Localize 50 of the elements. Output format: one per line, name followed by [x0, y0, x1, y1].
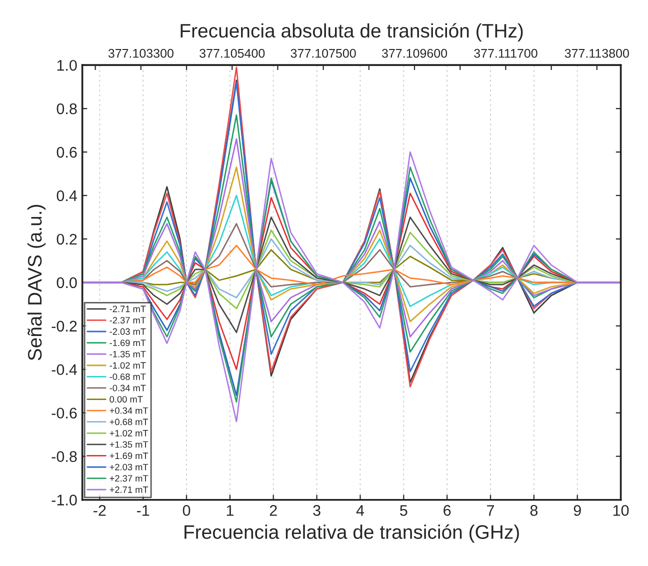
y-axis-title: Señal DAVS (a.u.) [27, 204, 46, 360]
legend-label: +1.69 mT [110, 452, 148, 460]
y-tick-label: -0.8 [52, 451, 77, 462]
y-tick-label: 0.4 [56, 190, 77, 202]
y-tick-label: 0.0 [56, 277, 77, 288]
y-tick-label: -0.4 [52, 364, 77, 376]
y-tick-label: 1.0 [57, 60, 77, 71]
x-tick-label: 7 [487, 505, 494, 516]
y-tick-label: -0.6 [52, 408, 77, 419]
x-tick-label: 10 [613, 505, 629, 516]
y-tick-label: -1.0 [52, 494, 77, 506]
legend-label: +1.35 mT [110, 441, 148, 448]
y-tick-label: 0.2 [56, 234, 77, 245]
x-tick-label: 6 [444, 505, 451, 516]
x2-tick-label: 377.107500 [290, 48, 356, 58]
x2-tick-label: 377.103300 [108, 48, 174, 58]
legend-label: +2.37 mT [110, 475, 148, 482]
x2-tick-label: 377.109600 [382, 48, 448, 58]
x-tick-label: 1 [226, 505, 234, 516]
legend-label: -0.34 mT [110, 384, 146, 392]
legend-label: 0.00 mT [110, 396, 143, 403]
x-axis-title: Frecuencia relativa de transición (GHz) [184, 524, 519, 543]
x-tick-label: -1 [136, 505, 150, 516]
legend-label: -2.71 mT [110, 306, 146, 312]
x-tick-label: 5 [400, 505, 408, 516]
y-tick-label: 0.8 [56, 103, 77, 114]
legend-label: +2.03 mT [110, 464, 148, 470]
legend-label: +1.02 mT [110, 430, 148, 436]
x2-axis-title: Frecuencia absoluta de transición (THz) [180, 23, 523, 42]
legend-label: +0.68 mT [110, 418, 148, 426]
x-tick-label: 8 [530, 505, 538, 516]
y-tick-label: 0.6 [56, 146, 77, 158]
x2-tick-label: 377.105400 [200, 48, 265, 58]
x-tick-label: 9 [574, 505, 581, 516]
legend-label: -1.69 mT [110, 340, 146, 346]
legend-label: -1.02 mT [110, 362, 146, 369]
legend-label: -0.68 mT [110, 373, 146, 380]
x-tick-label: 2 [270, 505, 277, 516]
x-tick-label: 4 [356, 505, 364, 516]
x-tick-label: -2 [94, 505, 106, 516]
legend-label: +0.34 mT [110, 407, 148, 414]
legend-label: -1.35 mT [110, 350, 146, 358]
legend-label: +2.71 mT [110, 486, 148, 493]
y-tick-label: -0.2 [52, 320, 77, 332]
legend-label: -2.37 mT [110, 317, 146, 324]
x2-tick-label: 377.113800 [564, 48, 629, 58]
legend-label: -2.03 mT [110, 328, 146, 335]
x-tick-label: 3 [313, 505, 320, 516]
x2-tick-label: 377.111700 [474, 48, 538, 58]
x-tick-label: 0 [182, 505, 190, 516]
